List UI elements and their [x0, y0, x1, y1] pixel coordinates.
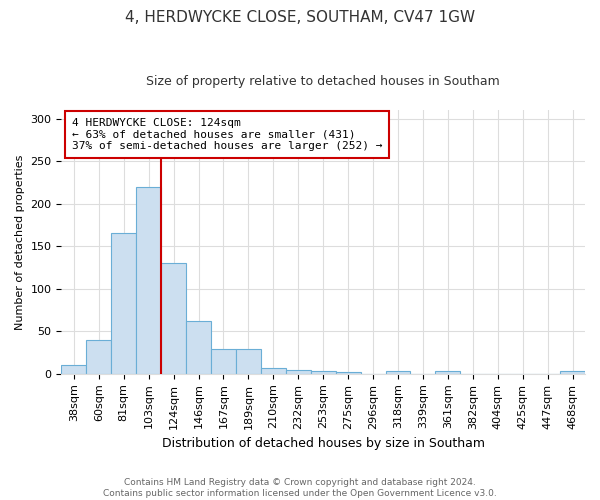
Bar	[261, 368, 286, 374]
Bar	[386, 372, 410, 374]
Bar	[111, 234, 136, 374]
Text: Contains HM Land Registry data © Crown copyright and database right 2024.
Contai: Contains HM Land Registry data © Crown c…	[103, 478, 497, 498]
Bar	[186, 321, 211, 374]
Bar	[211, 349, 236, 374]
Text: 4, HERDWYCKE CLOSE, SOUTHAM, CV47 1GW: 4, HERDWYCKE CLOSE, SOUTHAM, CV47 1GW	[125, 10, 475, 25]
Y-axis label: Number of detached properties: Number of detached properties	[15, 154, 25, 330]
Bar	[436, 372, 460, 374]
Bar	[86, 340, 111, 374]
Bar	[560, 372, 585, 374]
Bar	[161, 263, 186, 374]
Text: 4 HERDWYCKE CLOSE: 124sqm
← 63% of detached houses are smaller (431)
37% of semi: 4 HERDWYCKE CLOSE: 124sqm ← 63% of detac…	[72, 118, 382, 151]
Bar	[136, 186, 161, 374]
Bar	[61, 366, 86, 374]
Bar	[311, 372, 335, 374]
Bar	[236, 349, 261, 374]
Title: Size of property relative to detached houses in Southam: Size of property relative to detached ho…	[146, 75, 500, 88]
X-axis label: Distribution of detached houses by size in Southam: Distribution of detached houses by size …	[162, 437, 485, 450]
Bar	[286, 370, 311, 374]
Bar	[335, 372, 361, 374]
